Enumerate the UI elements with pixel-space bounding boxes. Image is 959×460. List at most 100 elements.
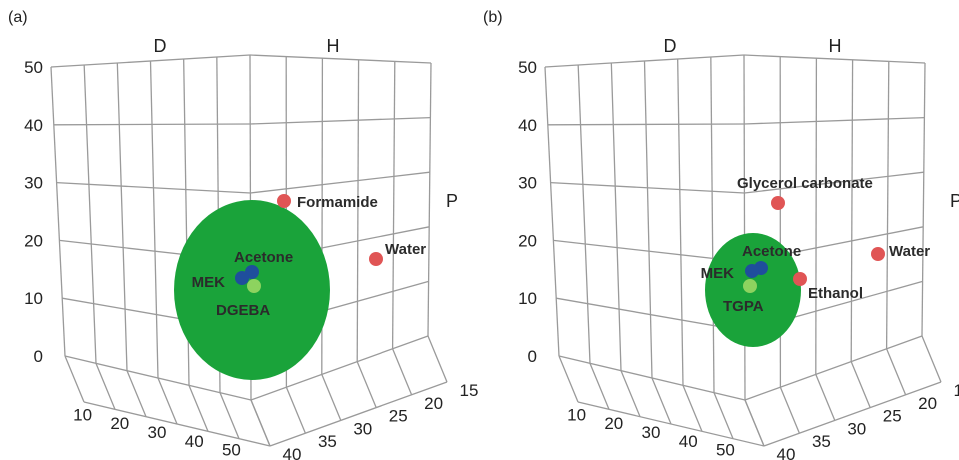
grid-line (553, 239, 745, 263)
grid-line (815, 374, 836, 421)
point-label: Water (889, 243, 930, 260)
grid-line (885, 348, 907, 396)
grid (50, 54, 448, 447)
grid-line (391, 348, 413, 396)
grid-line (250, 116, 431, 125)
grid-line (285, 386, 307, 434)
grid-line (677, 58, 684, 386)
grid-line (763, 381, 942, 447)
grid-line (577, 401, 765, 447)
axis-label-p: P (950, 191, 959, 211)
vertical-tick-label: 20 (24, 231, 43, 250)
point-label: Water (385, 241, 426, 258)
right-tick-label: 20 (424, 394, 443, 413)
grid-line (50, 54, 251, 68)
grid-line (744, 171, 924, 194)
grid-line (427, 62, 432, 337)
panel-a: (a) D H P 0 10 20 30 40 50 10 20 30 40 50 15 20 25 30 35 40 F… (8, 9, 478, 460)
right-tick-label: 35 (318, 432, 337, 451)
grid-line (83, 401, 271, 447)
point-ethanol (793, 272, 807, 286)
left-tick-label: 30 (642, 423, 661, 442)
grid-line (219, 392, 240, 439)
point-label: Glycerol carbonate (737, 175, 873, 192)
point-label: Acetone (742, 243, 801, 260)
left-tick-label: 20 (604, 414, 623, 433)
left-tick-label: 40 (185, 432, 204, 451)
grid-line (850, 59, 854, 362)
vertical-tick-label: 40 (24, 116, 43, 135)
grid-line (56, 181, 251, 194)
grid-line (682, 385, 703, 432)
vertical-tick-label: 50 (518, 58, 537, 77)
point-label: TGPA (723, 298, 764, 315)
vertical-tick-label: 0 (34, 347, 43, 366)
grid-line (744, 335, 923, 401)
grid-line (427, 335, 448, 383)
grid-line (815, 58, 818, 375)
right-tick-label: 30 (353, 419, 372, 438)
grid-line (556, 297, 745, 332)
left-tick-label: 40 (679, 432, 698, 451)
right-tick-label: 15 (954, 381, 959, 400)
point-formamide (277, 194, 291, 208)
grid-line (921, 62, 926, 337)
point-label: Acetone (234, 249, 293, 266)
grid-line (643, 60, 653, 379)
grid-line (250, 335, 429, 401)
grid-line (779, 386, 801, 434)
left-tick-label: 30 (148, 423, 167, 442)
point-glycerol-carbonate (771, 196, 785, 210)
axis-label-d: D (154, 36, 167, 56)
grid-line (744, 399, 765, 447)
grid-line (744, 116, 925, 125)
right-tick-label: 20 (918, 394, 937, 413)
right-tick-label: 40 (283, 445, 302, 460)
panel-label: (b) (483, 9, 503, 26)
left-tick-label: 10 (73, 405, 92, 424)
axis-label-d: D (664, 36, 677, 56)
grid-line (885, 61, 890, 349)
grid-line (116, 62, 128, 371)
point-label: MEK (192, 274, 226, 291)
grid-line (50, 66, 66, 357)
grid-line (589, 363, 610, 410)
vertical-tick-label: 10 (24, 289, 43, 308)
grid-line (547, 123, 745, 126)
point-mek (745, 264, 759, 278)
grid-line (269, 381, 448, 447)
point-label: DGEBA (216, 302, 270, 319)
vertical-tick-label: 20 (518, 231, 537, 250)
left-tick-label: 10 (567, 405, 586, 424)
point-mek (235, 271, 249, 285)
vertical-tick-label: 50 (24, 58, 43, 77)
grid-line (356, 59, 360, 362)
grid-line (83, 64, 97, 364)
point-dgeba (247, 279, 261, 293)
left-tick-label: 20 (110, 414, 129, 433)
grid-line (188, 385, 209, 432)
right-tick-label: 30 (847, 419, 866, 438)
grid-line (321, 374, 342, 421)
point-tgpa (743, 279, 757, 293)
right-tick-label: 35 (812, 432, 831, 451)
grid-line (850, 361, 871, 408)
panel-label: (a) (8, 9, 28, 26)
grid-line (544, 66, 560, 357)
right-tick-label: 25 (883, 407, 902, 426)
grid-line (249, 54, 432, 64)
axis-label-p: P (446, 191, 458, 211)
grid-line (250, 399, 271, 447)
grid-line (356, 361, 377, 408)
grid-line (610, 62, 622, 371)
grid-line (743, 54, 746, 401)
point-water (369, 252, 383, 266)
grid-line (651, 377, 672, 425)
grid-line (743, 54, 926, 64)
grid-line (95, 363, 116, 410)
grid-line (620, 370, 641, 417)
grid-line (250, 171, 430, 194)
point-label: Ethanol (808, 285, 863, 302)
grid-line (53, 123, 251, 126)
